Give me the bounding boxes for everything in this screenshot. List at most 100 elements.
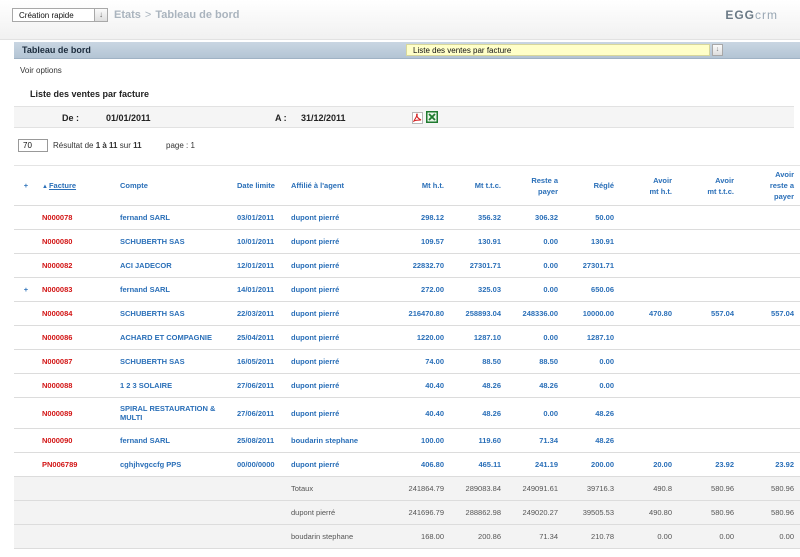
invoice-number[interactable]: N000083: [38, 277, 116, 302]
col-mt-ttc-header[interactable]: Mt t.t.c.: [450, 165, 507, 206]
paid: 50.00: [564, 205, 620, 230]
agent-name[interactable]: dupont pierré: [287, 325, 379, 350]
report-select[interactable]: Liste des ventes par facture: [406, 44, 710, 56]
account-name[interactable]: fernand SARL: [116, 277, 233, 302]
account-name[interactable]: fernand SARL: [116, 205, 233, 230]
paging-bar: 70 Résultat de 1 à 11 sur 11 page : 1: [14, 139, 794, 153]
invoice-number[interactable]: N000084: [38, 301, 116, 326]
breadcrumb-etats[interactable]: Etats: [114, 9, 141, 21]
agent-name[interactable]: boudarin stephane: [287, 428, 379, 453]
expand-row-button[interactable]: [14, 452, 38, 477]
col-reste-header[interactable]: Reste a payer: [507, 165, 564, 206]
totals-row: dupont pierré 241696.79 288862.98 249020.27…: [14, 500, 800, 525]
expand-row-button[interactable]: +: [14, 277, 38, 302]
agent-name[interactable]: dupont pierré: [287, 253, 379, 278]
from-label: De :: [62, 113, 80, 123]
quick-create-select[interactable]: Création rapide: [12, 8, 95, 22]
invoice-number[interactable]: N000089: [38, 397, 116, 429]
invoice-number[interactable]: N000088: [38, 373, 116, 398]
table-row[interactable]: PN006789 cghjhvgccfg PPS 00/00/0000 dupont …: [14, 452, 800, 477]
due-date: 03/01/2011: [233, 205, 287, 230]
expand-row-button[interactable]: [14, 373, 38, 398]
credit-ttc: [678, 373, 740, 398]
expand-row-button[interactable]: [14, 349, 38, 374]
col-avoir-ttc-line1: Avoir: [715, 175, 734, 185]
table-row[interactable]: N000088 1 2 3 SOLAIRE 27/06/2011 dupont pie…: [14, 373, 800, 398]
empty-cell: [14, 524, 38, 549]
chevron-down-icon[interactable]: ↓: [95, 8, 108, 22]
table-row[interactable]: N000087 SCHUBERTH SAS 16/05/2011 dupont pie…: [14, 349, 800, 374]
due-date: 00/00/0000: [233, 452, 287, 477]
empty-cell: [233, 476, 287, 501]
expand-all-button[interactable]: +: [14, 165, 38, 206]
credit-ht: [620, 428, 678, 453]
agent-name[interactable]: dupont pierré: [287, 229, 379, 254]
agent-name[interactable]: dupont pierré: [287, 277, 379, 302]
expand-row-button[interactable]: [14, 325, 38, 350]
invoice-number[interactable]: N000087: [38, 349, 116, 374]
chevron-down-icon[interactable]: ↓: [712, 44, 723, 56]
agent-name[interactable]: dupont pierré: [287, 301, 379, 326]
col-facture-header[interactable]: ▲Facture: [38, 165, 116, 206]
paid: 0.00: [564, 373, 620, 398]
account-name[interactable]: ACI JADECOR: [116, 253, 233, 278]
agent-name[interactable]: dupont pierré: [287, 373, 379, 398]
remaining: 0.00: [507, 397, 564, 429]
excel-export-icon[interactable]: [426, 111, 438, 123]
table-row[interactable]: N000078 fernand SARL 03/01/2011 dupont pier…: [14, 205, 800, 230]
result-prefix: Résultat de: [53, 141, 96, 150]
account-name[interactable]: ACHARD ET COMPAGNIE: [116, 325, 233, 350]
remaining: 306.32: [507, 205, 564, 230]
agent-name[interactable]: dupont pierré: [287, 349, 379, 374]
table-row[interactable]: N000090 fernand SARL 25/08/2011 boudarin st…: [14, 428, 800, 453]
total-credit-ht: 490.80: [620, 500, 678, 525]
page-number[interactable]: 1: [190, 141, 195, 150]
invoice-number[interactable]: N000090: [38, 428, 116, 453]
col-mt-ht-header[interactable]: Mt h.t.: [379, 165, 450, 206]
col-regle-header[interactable]: Réglé: [564, 165, 620, 206]
col-avoir-ht-header[interactable]: Avoir mt h.t.: [620, 165, 678, 206]
expand-row-button[interactable]: [14, 253, 38, 278]
agent-name[interactable]: dupont pierré: [287, 397, 379, 429]
account-name[interactable]: fernand SARL: [116, 428, 233, 453]
pdf-export-icon[interactable]: [412, 112, 423, 124]
invoice-number[interactable]: N000080: [38, 229, 116, 254]
table-row[interactable]: N000086 ACHARD ET COMPAGNIE 25/04/2011 dupo…: [14, 325, 800, 350]
credit-ttc: [678, 325, 740, 350]
table-row[interactable]: + N000083 fernand SARL 14/01/2011 dupont pie…: [14, 277, 800, 302]
account-name[interactable]: cghjhvgccfg PPS: [116, 452, 233, 477]
col-avoir-ttc-header[interactable]: Avoir mt t.t.c.: [678, 165, 740, 206]
col-avoir-reste-header[interactable]: Avoir reste a payer: [740, 165, 800, 206]
expand-row-button[interactable]: [14, 229, 38, 254]
table-row[interactable]: N000089 SPIRAL RESTAURATION & MULTI 27/06/2…: [14, 397, 800, 429]
section-title: Tableau de bord: [22, 45, 91, 55]
expand-row-button[interactable]: [14, 301, 38, 326]
agent-name[interactable]: dupont pierré: [287, 452, 379, 477]
account-name-line1[interactable]: SPIRAL RESTAURATION &: [120, 404, 216, 413]
col-compte-header[interactable]: Compte: [116, 165, 233, 206]
agent-name[interactable]: dupont pierré: [287, 205, 379, 230]
expand-row-button[interactable]: [14, 428, 38, 453]
paid: 0.00: [564, 349, 620, 374]
table-row[interactable]: N000084 SCHUBERTH SAS 22/03/2011 dupont pie…: [14, 301, 800, 326]
account-name-line2[interactable]: MULTI: [120, 413, 143, 422]
invoice-number[interactable]: N000078: [38, 205, 116, 230]
voir-options-link[interactable]: Voir options: [20, 66, 62, 75]
account-name[interactable]: SCHUBERTH SAS: [116, 301, 233, 326]
expand-row-button[interactable]: [14, 397, 38, 429]
account-name[interactable]: 1 2 3 SOLAIRE: [116, 373, 233, 398]
col-date-header[interactable]: Date limite: [233, 165, 287, 206]
col-agent-header[interactable]: Affilié à l'agent: [287, 165, 379, 206]
amount-ttc: 27301.71: [450, 253, 507, 278]
table-row[interactable]: N000082 ACI JADECOR 12/01/2011 dupont pierr…: [14, 253, 800, 278]
account-name[interactable]: SCHUBERTH SAS: [116, 229, 233, 254]
invoice-number[interactable]: PN006789: [38, 452, 116, 477]
account-name[interactable]: SPIRAL RESTAURATION & MULTI: [116, 397, 233, 429]
expand-row-button[interactable]: [14, 205, 38, 230]
table-row[interactable]: N000080 SCHUBERTH SAS 10/01/2011 dupont pie…: [14, 229, 800, 254]
invoice-number[interactable]: N000086: [38, 325, 116, 350]
account-name[interactable]: SCHUBERTH SAS: [116, 349, 233, 374]
invoice-number[interactable]: N000082: [38, 253, 116, 278]
per-page-input[interactable]: 70: [18, 139, 48, 152]
col-facture-label[interactable]: Facture: [48, 181, 77, 190]
